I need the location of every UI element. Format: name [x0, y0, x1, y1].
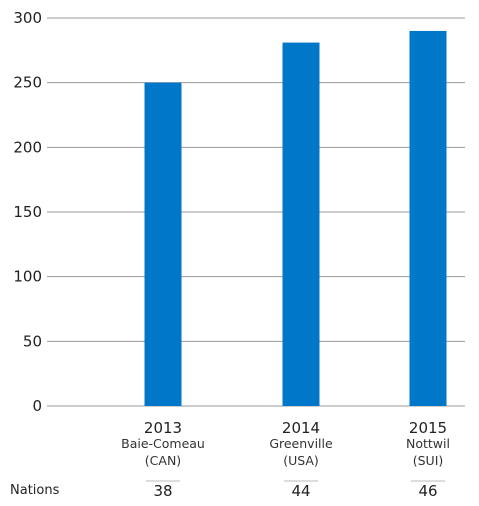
bar-2015 [409, 30, 447, 407]
x-label-host-country-2014: (USA) [283, 453, 319, 468]
x-label-year-2013: 2013 [144, 419, 182, 437]
x-label-host-country-2015: (SUI) [413, 453, 444, 468]
nations-value-2014: 44 [291, 482, 310, 500]
x-label-host-city-2015: Nottwil [406, 436, 450, 451]
bar-2013 [144, 82, 182, 407]
nations-row: Nations 38 44 46 [10, 482, 438, 500]
x-label-host-city-2013: Baie-Comeau [121, 436, 205, 451]
y-tick-200: 200 [13, 138, 42, 156]
x-label-host-country-2013: (CAN) [145, 453, 181, 468]
bars [144, 30, 447, 407]
y-tick-50: 50 [23, 332, 42, 350]
x-label-host-city-2014: Greenville [269, 436, 333, 451]
nations-row-label: Nations [10, 483, 60, 498]
x-label-year-2014: 2014 [282, 419, 320, 437]
y-tick-300: 300 [13, 9, 42, 27]
y-tick-150: 150 [13, 203, 42, 221]
y-axis-tick-labels: 0 50 100 150 200 250 300 [13, 9, 42, 415]
bar-2014 [282, 42, 320, 406]
x-label-year-2015: 2015 [409, 419, 447, 437]
nations-value-2015: 46 [418, 482, 437, 500]
nations-value-2013: 38 [153, 482, 172, 500]
y-tick-100: 100 [13, 268, 42, 286]
y-tick-250: 250 [13, 74, 42, 92]
y-tick-0: 0 [32, 397, 42, 415]
gridlines [47, 17, 465, 407]
